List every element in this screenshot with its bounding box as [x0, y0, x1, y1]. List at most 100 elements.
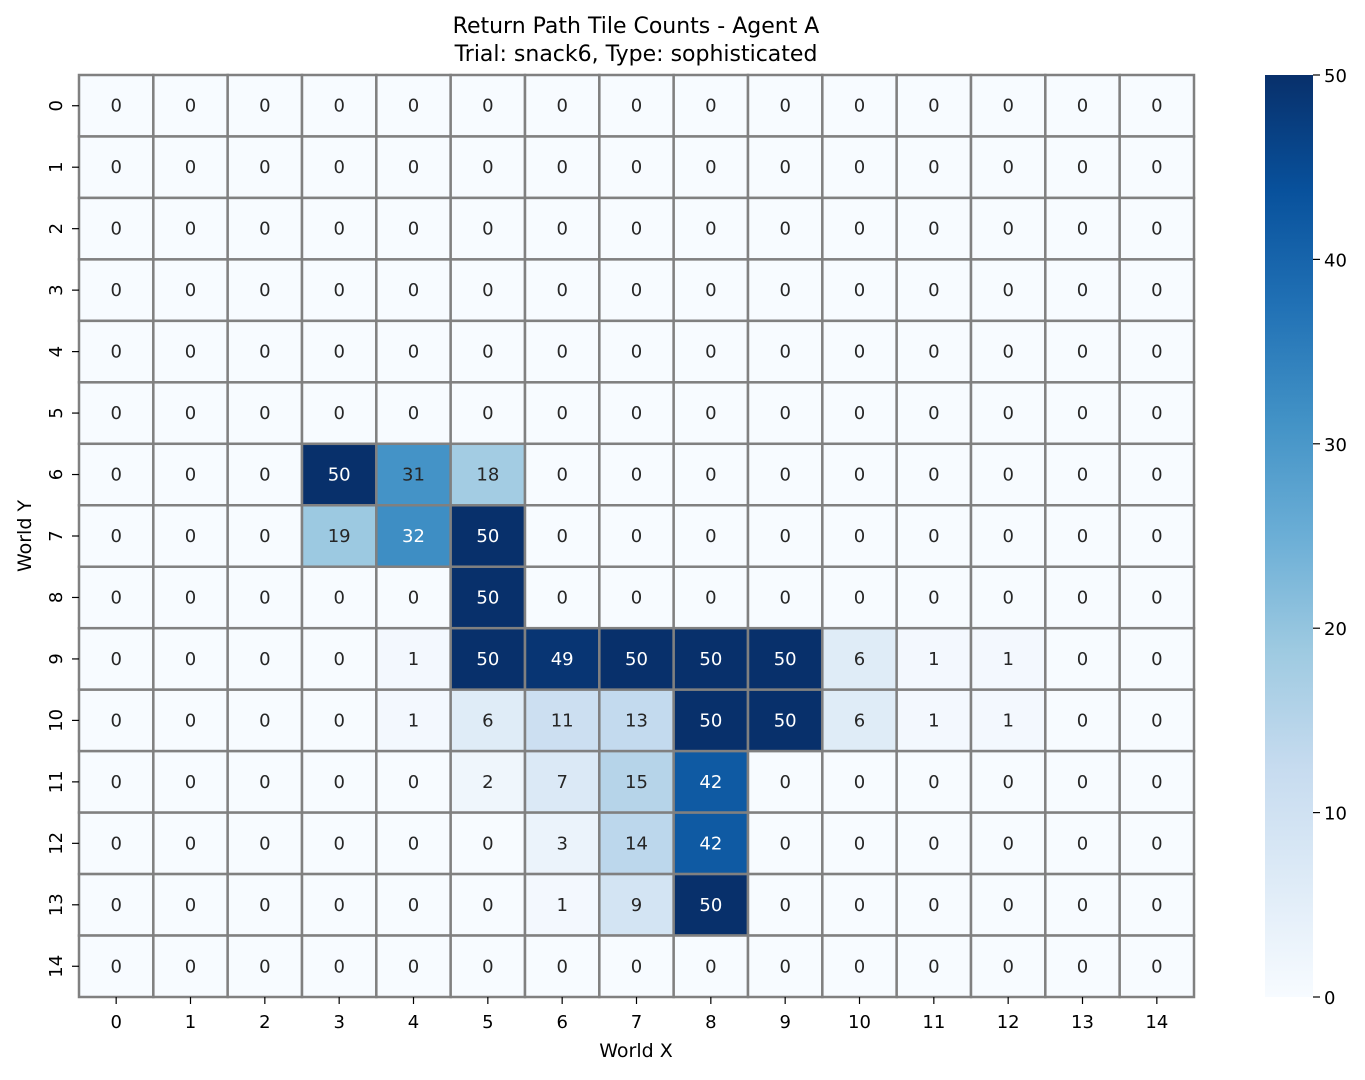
heatmap-cell — [969, 381, 1047, 446]
cell-value-label: 1 — [556, 895, 567, 916]
cell-value-label: 0 — [259, 465, 270, 486]
heatmap-cell — [77, 872, 155, 937]
cell-value-label: 0 — [408, 219, 419, 240]
heatmap-cell — [1118, 319, 1196, 384]
cell-value-label: 0 — [1002, 526, 1013, 547]
cell-value-label: 0 — [333, 219, 344, 240]
cell-value-label: 0 — [1002, 465, 1013, 486]
cell-value-label: 0 — [333, 157, 344, 178]
heatmap-cell — [300, 319, 378, 384]
heatmap-cell — [1118, 135, 1196, 200]
cell-value-label: 50 — [476, 526, 499, 547]
cell-value-label: 0 — [1077, 587, 1088, 608]
x-axis-label: World X — [599, 1040, 673, 1062]
cell-value-label: 0 — [185, 280, 196, 301]
cell-value-label: 0 — [705, 96, 716, 117]
cell-value-label: 0 — [333, 96, 344, 117]
heatmap-cell — [449, 381, 527, 446]
cell-value-label: 0 — [854, 157, 865, 178]
cell-value-label: 0 — [779, 465, 790, 486]
x-tick-label: 8 — [705, 1012, 716, 1033]
cell-value-label: 0 — [779, 403, 790, 424]
cell-value-label: 0 — [1002, 342, 1013, 363]
y-tick-label: 0 — [46, 100, 67, 111]
heatmap-cell — [375, 258, 452, 323]
cell-value-label: 0 — [408, 587, 419, 608]
heatmap-cell — [300, 381, 378, 446]
cell-value-label: 0 — [1151, 833, 1162, 854]
heatmap-cell — [1044, 749, 1121, 814]
cell-value-label: 0 — [1077, 526, 1088, 547]
cell-value-label: 0 — [1151, 157, 1162, 178]
heatmap-cell — [895, 626, 973, 691]
cell-value-label: 0 — [185, 710, 196, 731]
cell-value-label: 0 — [631, 96, 642, 117]
cell-value-label: 0 — [333, 280, 344, 301]
heatmap-cell — [672, 811, 750, 876]
x-tick-label: 9 — [779, 1012, 790, 1033]
cell-value-label: 0 — [333, 649, 344, 670]
x-tick-label: 4 — [408, 1012, 419, 1033]
cell-value-label: 0 — [928, 956, 939, 977]
cell-value-label: 0 — [1151, 342, 1162, 363]
heatmap-cell — [969, 442, 1047, 507]
heatmap-cell — [969, 626, 1047, 691]
heatmap-cell — [598, 811, 675, 876]
heatmap-cell — [895, 381, 973, 446]
heatmap-cell — [152, 934, 229, 999]
cell-value-label: 50 — [476, 587, 499, 608]
heatmap-cell — [1044, 442, 1121, 507]
cell-value-label: 0 — [259, 649, 270, 670]
colorbar-tick-label: 10 — [1324, 804, 1347, 825]
cell-value-label: 0 — [185, 895, 196, 916]
x-tick-label: 12 — [997, 1012, 1020, 1033]
cell-value-label: 0 — [110, 342, 121, 363]
cell-value-label: 0 — [110, 403, 121, 424]
cell-value-label: 1 — [928, 649, 939, 670]
cell-value-label: 0 — [110, 956, 121, 977]
cell-value-label: 15 — [625, 772, 648, 793]
cell-value-label: 0 — [556, 280, 567, 301]
cell-value-label: 0 — [185, 833, 196, 854]
cell-value-label: 1 — [408, 649, 419, 670]
cell-value-label: 0 — [779, 157, 790, 178]
heatmap-cell — [1044, 319, 1121, 384]
cell-value-label: 0 — [1002, 280, 1013, 301]
cell-value-label: 0 — [333, 772, 344, 793]
heatmap-cell — [1044, 73, 1121, 138]
cell-value-label: 0 — [854, 956, 865, 977]
cell-value-label: 0 — [779, 96, 790, 117]
cell-value-label: 0 — [705, 280, 716, 301]
cell-value-label: 0 — [779, 342, 790, 363]
heatmap-cell — [449, 934, 527, 999]
cell-value-label: 0 — [482, 403, 493, 424]
heatmap-cell — [523, 381, 601, 446]
cell-value-label: 0 — [185, 465, 196, 486]
heatmap-cell — [77, 934, 155, 999]
heatmap-cell — [226, 749, 304, 814]
x-tick-label: 11 — [922, 1012, 945, 1033]
cell-value-label: 0 — [185, 403, 196, 424]
cell-value-label: 0 — [631, 219, 642, 240]
cell-value-label: 0 — [259, 403, 270, 424]
x-tick-label: 2 — [259, 1012, 270, 1033]
cell-value-label: 0 — [1077, 833, 1088, 854]
cell-value-label: 0 — [185, 772, 196, 793]
cell-value-label: 0 — [928, 526, 939, 547]
cell-value-label: 42 — [699, 833, 722, 854]
heatmap-cell — [1118, 504, 1196, 568]
cell-value-label: 0 — [185, 649, 196, 670]
cell-value-label: 0 — [556, 526, 567, 547]
cell-value-label: 0 — [1077, 895, 1088, 916]
heatmap-cell — [152, 811, 229, 876]
cell-value-label: 0 — [631, 157, 642, 178]
cell-value-label: 0 — [556, 342, 567, 363]
y-tick-label: 3 — [46, 284, 67, 295]
y-tick-label: 2 — [46, 223, 67, 234]
cell-value-label: 0 — [259, 526, 270, 547]
y-tick-label: 1 — [46, 161, 67, 172]
cell-value-label: 9 — [631, 895, 642, 916]
cell-value-label: 0 — [259, 710, 270, 731]
